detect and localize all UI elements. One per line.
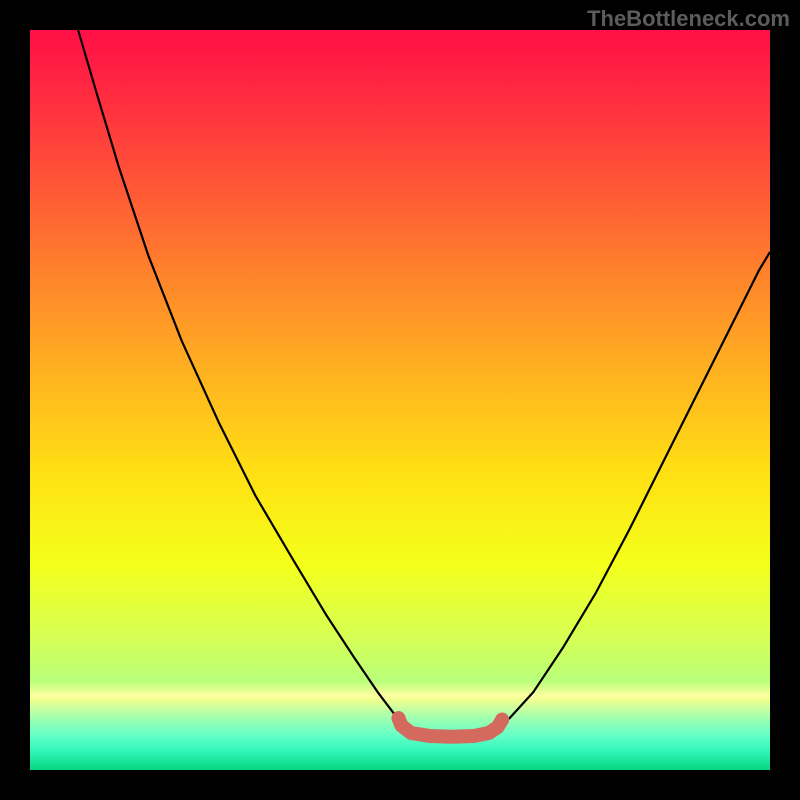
band-cap-left (392, 711, 406, 725)
bottleneck-chart (0, 0, 800, 800)
band-cap-right (495, 713, 509, 727)
chart-gradient-bg (30, 30, 770, 770)
watermark-text: TheBottleneck.com (587, 6, 790, 32)
chart-stage: TheBottleneck.com (0, 0, 800, 800)
